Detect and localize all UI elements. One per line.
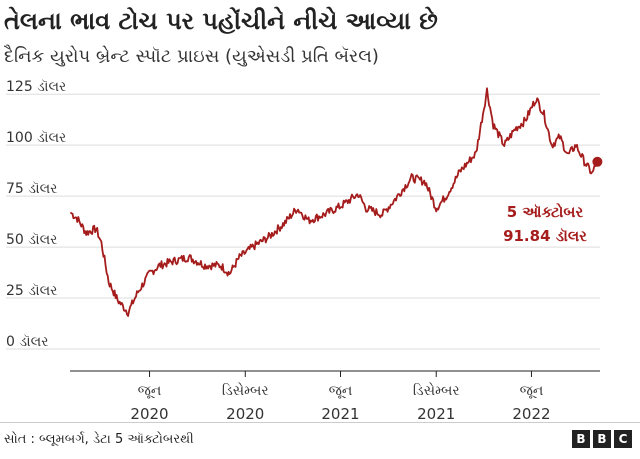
- price-series-line: [69, 87, 599, 317]
- chart-title: તેલના ભાવ ટોચ પર પહોંચીને નીચે આવ્યા છે: [4, 7, 438, 35]
- bbc-logo-letter: B: [572, 430, 590, 448]
- annotation-date: 5 ઑક્ટોબર: [507, 202, 584, 221]
- x-tick-month: ડિસેમ્બર: [413, 382, 460, 399]
- x-tick-year: 2021: [321, 405, 359, 420]
- x-tick-month: જૂન: [329, 383, 353, 399]
- bbc-logo: B B C: [572, 430, 632, 448]
- chart-subtitle: દૈનિક યુરોપ બ્રેન્ટ સ્પૉટ પ્રાઇસ (યુએસડી…: [4, 46, 379, 67]
- source-note: સોત : બ્લૂમબર્ગ, ડેટા 5 ઑક્ટોબરથી: [4, 432, 194, 447]
- y-tick-label: 125 ડૉલર: [6, 78, 66, 95]
- price-line-chart: 125 ડૉલર 100 ડૉલર 75 ડૉલર 50 ડૉલર 25 ડૉલર 0 ડ…: [6, 78, 603, 420]
- y-tick-label: 75 ડૉલર: [6, 180, 57, 197]
- last-value-dot: [592, 156, 603, 167]
- footer-divider: [0, 422, 640, 423]
- y-tick-label: 50 ડૉલર: [6, 231, 57, 248]
- x-tick-year: 2022: [512, 405, 550, 420]
- y-tick-label: 0 ડૉલર: [6, 333, 48, 350]
- x-tick-year: 2021: [417, 405, 455, 420]
- x-tick-month: જૂન: [138, 383, 162, 399]
- x-tick-year: 2020: [130, 405, 168, 420]
- bbc-logo-letter: C: [614, 430, 632, 448]
- x-tick-year: 2020: [226, 405, 264, 420]
- x-tick-month: ડિસેમ્બર: [222, 382, 269, 399]
- y-tick-label: 25 ડૉલર: [6, 282, 57, 299]
- annotation-value: 91.84 ડૉલર: [503, 226, 587, 245]
- bbc-logo-letter: B: [593, 430, 611, 448]
- y-tick-label: 100 ડૉલર: [6, 129, 66, 146]
- x-tick-month: જૂન: [520, 383, 544, 399]
